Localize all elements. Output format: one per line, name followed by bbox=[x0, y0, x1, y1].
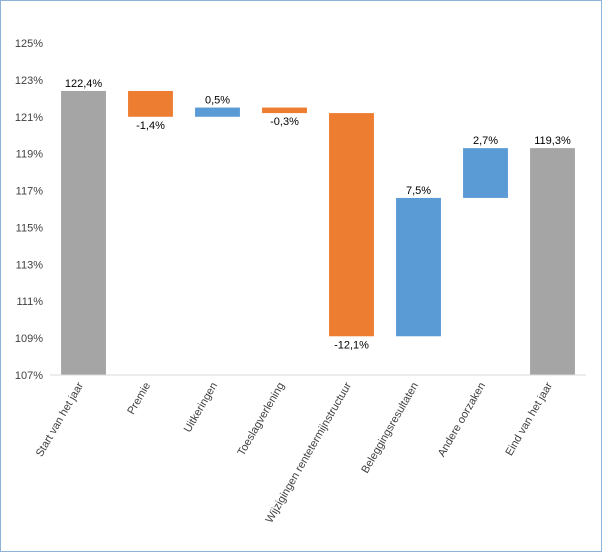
y-tick-label: 121% bbox=[15, 112, 43, 124]
bar bbox=[463, 148, 508, 198]
y-tick-label: 125% bbox=[15, 38, 43, 50]
x-category-label: Eind van het jaar bbox=[503, 380, 555, 458]
bar bbox=[61, 90, 106, 375]
bar bbox=[530, 148, 575, 375]
y-tick-label: 107% bbox=[15, 370, 43, 382]
y-tick-label: 113% bbox=[16, 259, 44, 271]
bar bbox=[128, 90, 173, 117]
x-category-label: Uitkeringen bbox=[182, 381, 220, 435]
y-tick-label: 119% bbox=[16, 149, 44, 161]
y-tick-label: 117% bbox=[16, 186, 44, 198]
x-category-label: Premie bbox=[125, 381, 153, 417]
data-label: 122,4% bbox=[65, 78, 103, 90]
x-category-label: Toeslagverlening bbox=[235, 381, 287, 459]
data-label: -1,4% bbox=[136, 120, 165, 132]
data-label: 0,5% bbox=[205, 95, 230, 107]
data-label: 2,7% bbox=[473, 135, 498, 147]
bar bbox=[329, 113, 374, 337]
data-label: -0,3% bbox=[270, 116, 299, 128]
x-category-label: Start van het jaar bbox=[34, 380, 86, 459]
y-tick-label: 111% bbox=[16, 296, 43, 308]
y-tick-label: 123% bbox=[15, 75, 43, 87]
bar bbox=[262, 107, 307, 114]
x-category-label: Andere oorzaken bbox=[436, 381, 488, 460]
bar bbox=[396, 197, 441, 337]
y-tick-label: 115% bbox=[16, 222, 44, 234]
data-label: -12,1% bbox=[334, 339, 369, 351]
y-tick-label: 109% bbox=[15, 333, 43, 345]
data-label: 7,5% bbox=[406, 185, 431, 197]
bar bbox=[195, 107, 240, 117]
x-category-label: Beleggingsresultaten bbox=[359, 381, 421, 476]
data-label: 119,3% bbox=[534, 135, 571, 147]
